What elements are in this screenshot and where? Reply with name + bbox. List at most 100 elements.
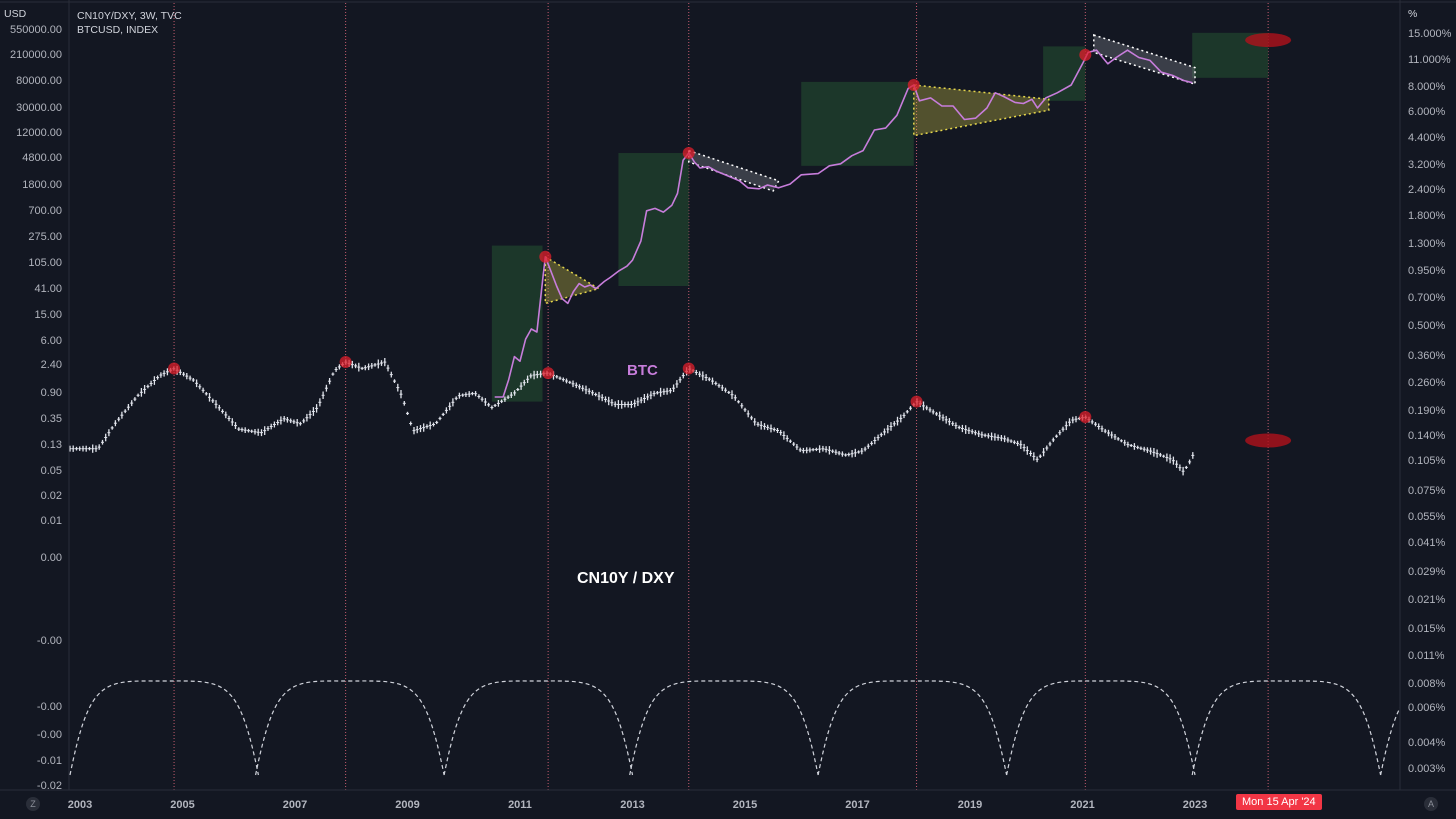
left-axis-panel <box>0 0 69 790</box>
green-zone <box>618 153 689 287</box>
right-axis-tick: 0.015% <box>1408 623 1446 635</box>
left-axis-tick: 105.00 <box>28 257 62 269</box>
cn10y-peak-marker <box>168 362 181 375</box>
time-axis-tick: 2017 <box>845 799 869 811</box>
right-axis-tick: 2.400% <box>1408 184 1446 196</box>
cn10y-series <box>68 358 1195 476</box>
cn10y-peak-marker <box>339 356 352 369</box>
right-axis-tick: 0.105% <box>1408 455 1446 467</box>
right-axis-tick: 0.029% <box>1408 566 1446 578</box>
left-price-axis[interactable]: 550000.00 210000.00 80000.00 30000.00 12000.… <box>0 0 70 792</box>
right-axis-tick: 0.041% <box>1408 537 1446 549</box>
cycle-arc <box>443 680 634 776</box>
left-axis-tick: -0.00 <box>37 635 62 647</box>
time-axis-tick: 2021 <box>1070 799 1094 811</box>
time-axis-tick: 2023 <box>1183 799 1207 811</box>
right-axis-tick: 6.000% <box>1408 106 1446 118</box>
right-axis-tick: 0.008% <box>1408 678 1446 690</box>
left-axis-tick: 6.00 <box>41 335 62 347</box>
left-axis-tick: 30000.00 <box>16 102 62 114</box>
right-axis-tick: 4.400% <box>1408 132 1446 144</box>
left-axis-tick: 15.00 <box>34 309 62 321</box>
left-axis-tick: 0.90 <box>41 387 62 399</box>
right-axis-tick: 0.700% <box>1408 292 1446 304</box>
cn10y-peak-marker <box>542 367 555 380</box>
right-axis-tick: 0.004% <box>1408 737 1446 749</box>
symbol-line-1[interactable]: CN10Y/DXY, 3W, TVC <box>77 10 182 22</box>
right-axis-tick: 1.300% <box>1408 238 1446 250</box>
left-axis-tick: 4800.00 <box>22 152 62 164</box>
time-axis-tick: 2013 <box>620 799 644 811</box>
cycle-arc <box>817 680 1008 776</box>
right-axis-tick: 0.075% <box>1408 485 1446 497</box>
left-axis-tick: -0.01 <box>37 755 62 767</box>
cycle-arc <box>1006 680 1196 776</box>
right-axis-tick: 0.950% <box>1408 265 1446 277</box>
right-axis-panel <box>1400 0 1456 790</box>
cycle-arc <box>1191 680 1382 776</box>
btc-peak-marker <box>907 79 920 92</box>
left-axis-tick: 1800.00 <box>22 179 62 191</box>
left-axis-tick: 0.35 <box>41 413 62 425</box>
right-axis-tick: 0.011% <box>1408 650 1445 662</box>
cycle-arcs <box>69 680 1456 776</box>
right-percent-axis[interactable]: 15.000% 11.000% 8.000% 6.000% 4.400% 3.200% 2.… <box>1399 0 1456 790</box>
btc-peak-marker <box>539 250 552 263</box>
left-axis-tick: 0.00 <box>41 552 62 564</box>
time-axis-tick: 2009 <box>395 799 419 811</box>
cycle-arc <box>629 680 819 776</box>
right-axis-tick: 0.260% <box>1408 377 1446 389</box>
cn10y-peak-marker <box>1079 411 1092 424</box>
right-axis-tick: 0.003% <box>1408 763 1446 775</box>
right-axis-tick: 0.140% <box>1408 430 1446 442</box>
auto-scale-button[interactable]: A <box>1424 797 1438 811</box>
btc-series-label: BTC <box>627 362 658 379</box>
left-axis-tick: 0.01 <box>41 515 62 527</box>
green-zone <box>801 81 914 166</box>
left-axis-tick: -0.00 <box>37 701 62 713</box>
left-axis-tick: 700.00 <box>28 205 62 217</box>
cn10y-peak-marker <box>910 395 923 408</box>
left-axis-tick: 0.02 <box>41 490 62 502</box>
right-axis-tick: 0.360% <box>1408 350 1446 362</box>
right-axis-tick: 15.000% <box>1408 28 1452 40</box>
right-axis-tick: 0.500% <box>1408 320 1446 332</box>
time-axis-tick: 2019 <box>958 799 982 811</box>
left-axis-tick: 550000.00 <box>10 24 62 36</box>
gray-channel <box>688 149 780 192</box>
time-axis-tick: 2007 <box>283 799 307 811</box>
time-axis-tick: 2011 <box>508 799 532 811</box>
cn10y-series-label: CN10Y / DXY <box>577 570 675 587</box>
time-axis-tick: 2003 <box>68 799 92 811</box>
left-unit-label: USD <box>4 8 27 20</box>
peak-markers <box>168 33 1292 448</box>
right-axis-tick: 3.200% <box>1408 159 1446 171</box>
left-axis-tick: 0.05 <box>41 465 62 477</box>
right-axis-tick: 1.800% <box>1408 210 1446 222</box>
btc-line <box>494 49 1193 398</box>
right-axis-tick: 0.006% <box>1408 702 1446 714</box>
btc-peak-marker <box>1079 48 1092 61</box>
right-axis-tick: 0.055% <box>1408 511 1446 523</box>
right-axis-tick: 0.021% <box>1408 594 1446 606</box>
right-axis-tick: 8.000% <box>1408 81 1446 93</box>
crosshair-date-badge: Mon 15 Apr '24 <box>1236 794 1322 810</box>
time-axis-panel <box>0 790 1456 819</box>
left-axis-tick: 41.00 <box>34 283 62 295</box>
left-axis-tick: -0.02 <box>37 780 62 792</box>
btc-series <box>494 49 1193 398</box>
zoom-button[interactable]: Z <box>26 797 40 811</box>
cn10y-peak-marker <box>682 362 695 375</box>
left-axis-tick: 2.40 <box>41 359 62 371</box>
symbol-line-2[interactable]: BTCUSD, INDEX <box>77 24 159 36</box>
left-axis-tick: 0.13 <box>41 439 62 451</box>
left-axis-tick: 80000.00 <box>16 75 62 87</box>
time-axis-tick: 2015 <box>733 799 757 811</box>
cycle-arc <box>69 680 259 776</box>
btc-peak-marker <box>682 147 695 160</box>
right-axis-tick: 11.000% <box>1408 54 1451 66</box>
green-zone <box>1043 46 1086 101</box>
